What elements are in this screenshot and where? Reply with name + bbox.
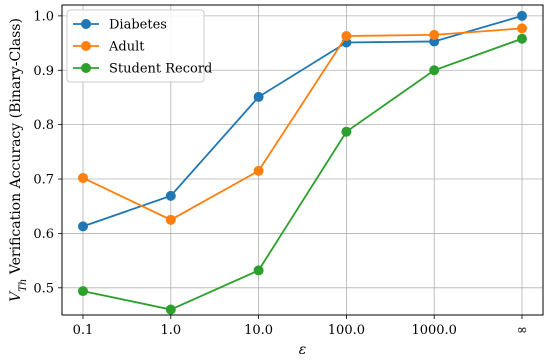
data-point	[253, 165, 264, 176]
x-tick-label: ∞	[517, 323, 528, 338]
x-tick-label: 0.1	[73, 323, 94, 338]
legend-marker	[81, 63, 91, 73]
data-point	[78, 286, 88, 297]
series-line	[82, 37, 523, 311]
y-tick-label: 0.8	[33, 118, 54, 133]
y-tick-label: 0.5	[33, 281, 54, 296]
data-point	[341, 31, 352, 41]
legend-label: Diabetes	[109, 18, 167, 33]
series-layer	[78, 10, 527, 315]
legend-marker	[81, 19, 91, 29]
data-point	[341, 126, 352, 137]
series-adult	[78, 23, 527, 225]
data-point	[517, 23, 527, 34]
series-line	[82, 15, 523, 228]
y-axis-label-rest: Verification Accuracy (Binary-Class)	[8, 18, 24, 279]
data-point	[517, 33, 527, 44]
x-tick-label: 100.0	[328, 323, 365, 338]
y-tick-label: 0.6	[33, 227, 54, 242]
x-tick-label: 10.0	[244, 323, 273, 338]
data-point	[517, 10, 527, 21]
data-point	[429, 29, 440, 40]
legend-marker	[81, 41, 91, 51]
series-line	[82, 27, 523, 221]
series-student-record	[78, 33, 527, 315]
data-point	[165, 214, 176, 225]
x-axis-label: ε	[299, 342, 307, 358]
data-point	[165, 304, 176, 315]
legend-item: Diabetes	[73, 18, 167, 33]
y-axis-label-main: V	[8, 290, 24, 302]
legend-label: Student Record	[109, 62, 212, 77]
plot-frame	[61, 4, 544, 316]
legend: Diabetes Adult Student Record	[66, 9, 212, 83]
legend-item: Adult	[73, 40, 145, 55]
data-point	[429, 65, 440, 76]
legend-label: Adult	[108, 40, 145, 55]
legend-item: Student Record	[73, 62, 212, 77]
data-point	[78, 221, 88, 232]
y-axis-label-subscript: Th	[18, 279, 29, 292]
y-tick-label: 0.9	[33, 64, 54, 79]
y-axis-label: VTh Verification Accuracy (Binary-Class)	[8, 18, 29, 302]
series-diabetes	[78, 10, 527, 232]
data-point	[253, 91, 264, 102]
y-tick-label: 1.0	[33, 9, 54, 24]
y-tick-label: 0.7	[33, 173, 54, 188]
x-tick-label: 1.0	[160, 323, 181, 338]
data-point	[253, 265, 264, 276]
data-point	[78, 172, 88, 183]
x-tick-label: 1000.0	[411, 323, 457, 338]
ticks: 0.1 1.0 10.0 100.0 1000.0 ∞ 0.5 0.6 0.7 0.8 0.9 1.0	[33, 9, 527, 338]
legend-box	[66, 9, 205, 83]
data-point	[165, 190, 176, 201]
